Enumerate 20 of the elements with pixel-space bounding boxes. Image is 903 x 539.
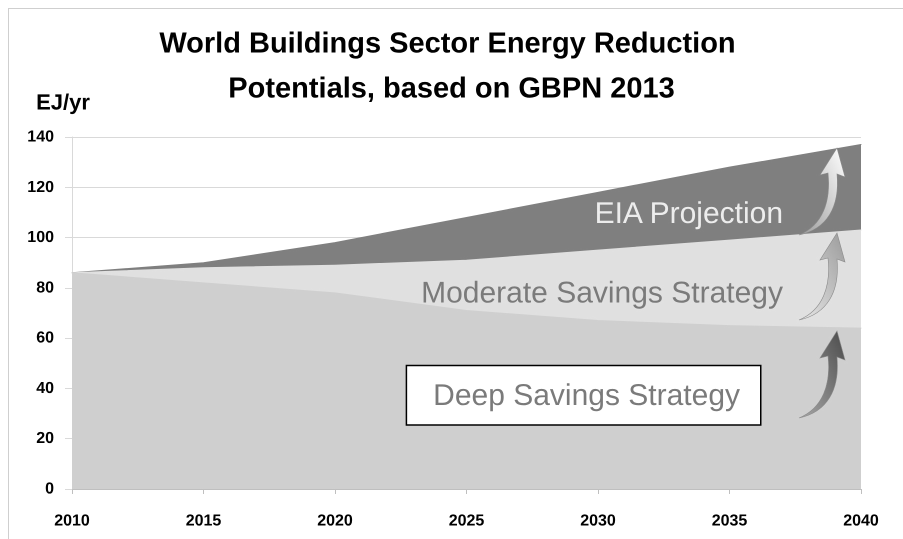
y-tick-label: 0 (45, 480, 54, 498)
series-label: EIA Projection (594, 197, 783, 230)
y-tick-label: 80 (36, 279, 54, 296)
y-tick-label: 140 (27, 128, 54, 146)
y-tick-label: 60 (36, 330, 54, 347)
y-tick-label: 40 (36, 380, 54, 397)
x-tick-label: 2025 (448, 512, 484, 530)
x-tick-label: 2020 (317, 512, 353, 530)
y-tick-label: 100 (27, 229, 54, 246)
y-tick-label: 20 (36, 430, 54, 448)
chart-title: World Buildings Sector Energy Reduction Potentials, based on GBPN 2013 (159, 28, 744, 104)
x-tick-label: 2035 (712, 512, 748, 530)
x-tick-label: 2015 (186, 512, 222, 530)
y-tick-label: 120 (27, 178, 54, 196)
x-tick-label: 2040 (843, 512, 879, 530)
x-tick-label: 2030 (580, 512, 616, 530)
series-label: Moderate Savings Strategy (421, 276, 783, 310)
y-axis-title: EJ/yr (36, 90, 90, 114)
x-tick-label: 2010 (54, 512, 90, 530)
series-label: Deep Savings Strategy (433, 378, 740, 412)
